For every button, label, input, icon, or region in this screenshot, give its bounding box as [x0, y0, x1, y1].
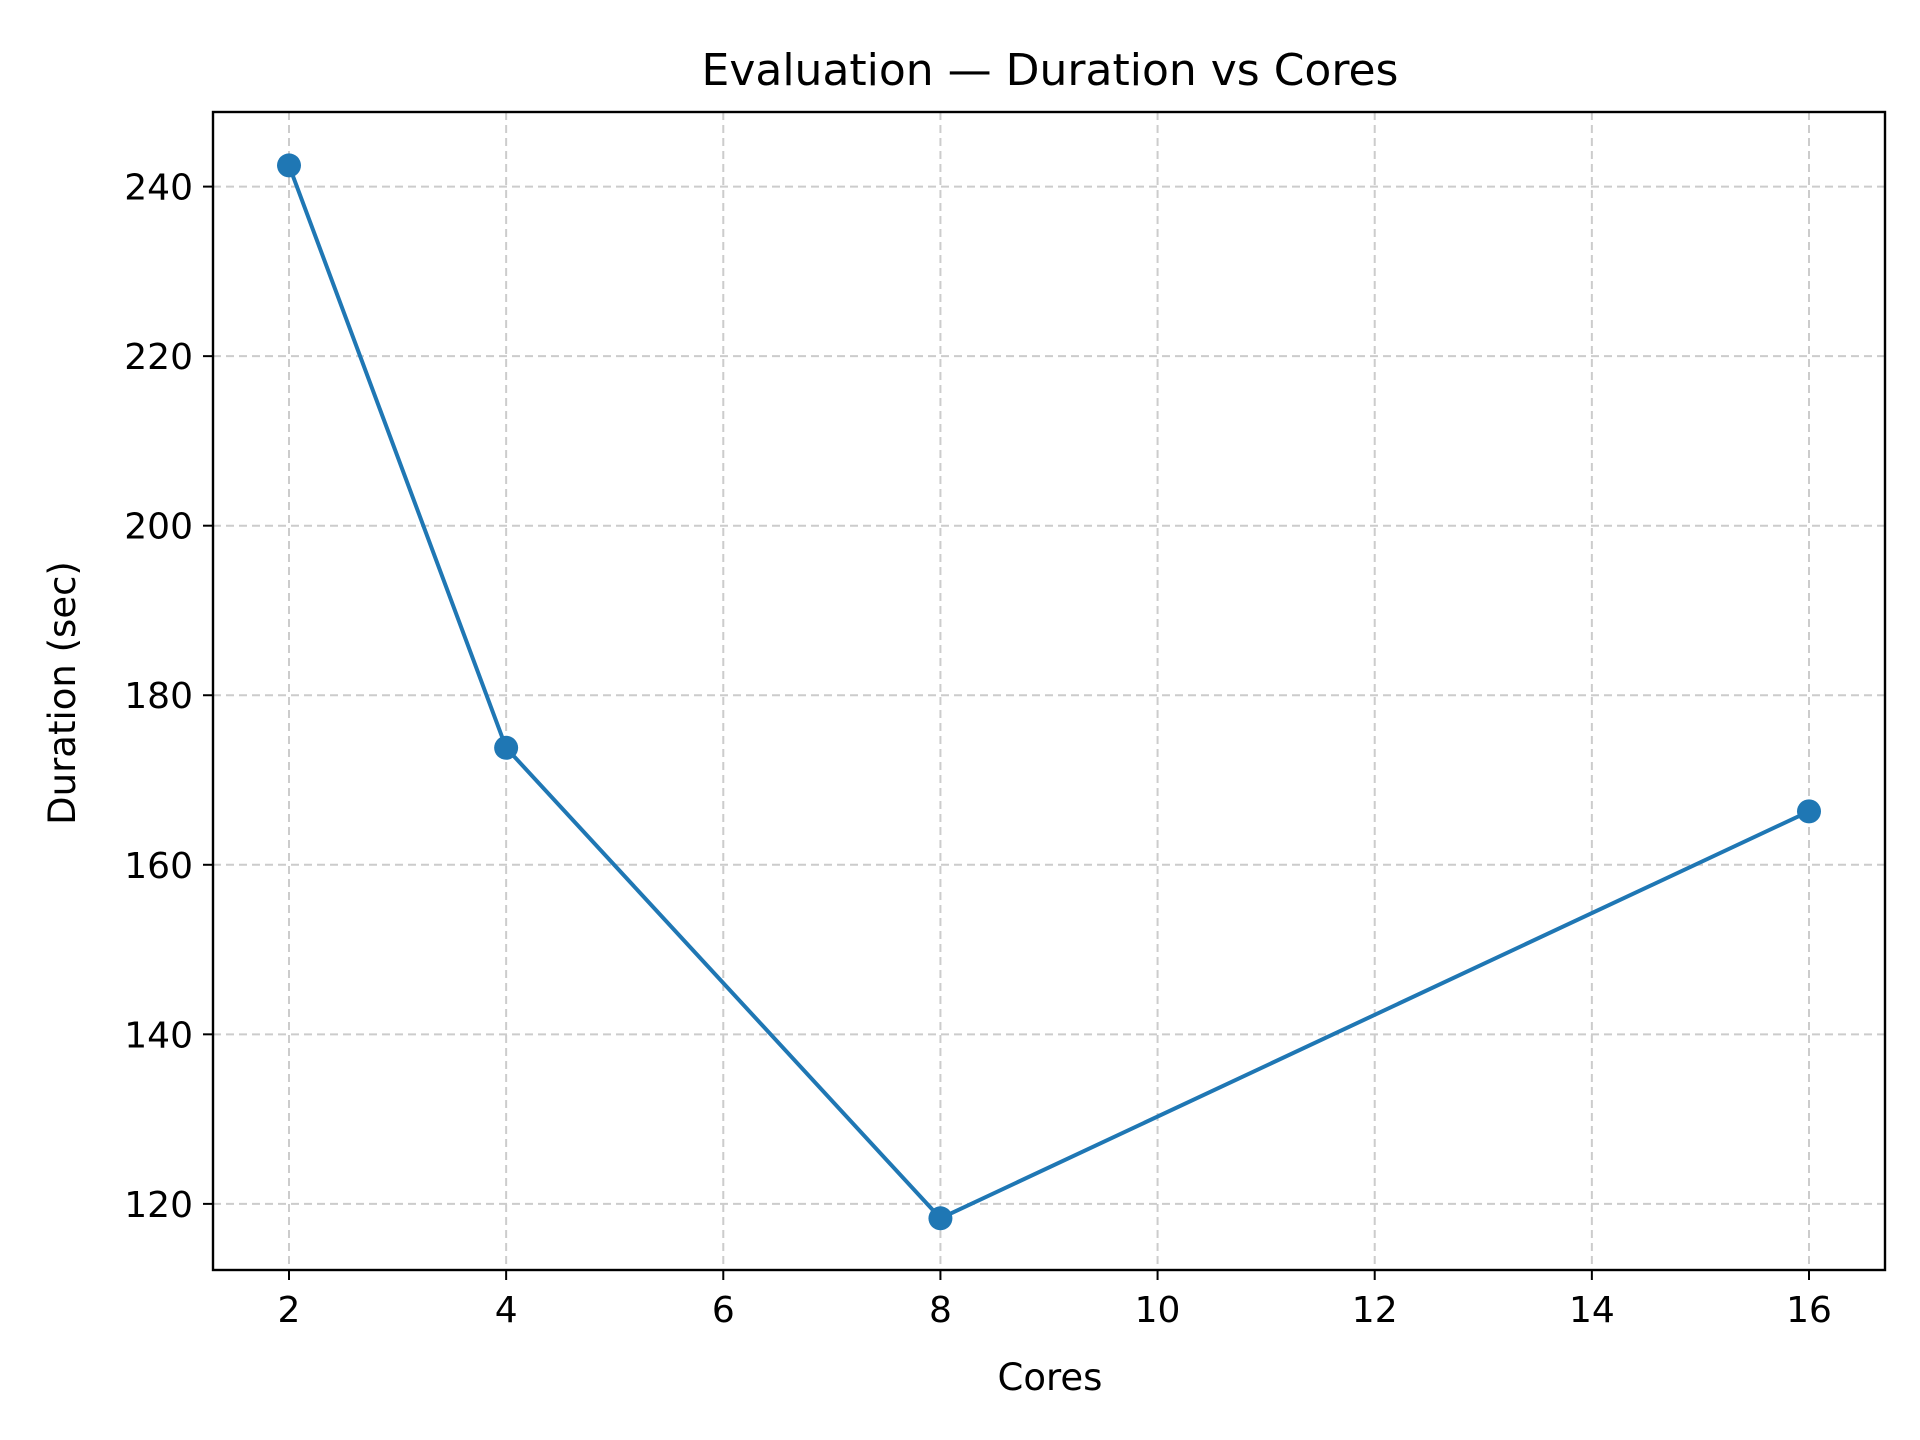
x-tick-label: 12	[1352, 1290, 1398, 1331]
y-axis-label: Duration (sec)	[41, 561, 84, 825]
y-tick-label: 140	[124, 1015, 193, 1056]
x-tick-label: 10	[1135, 1290, 1181, 1331]
data-point	[277, 153, 301, 178]
series-line	[287, 163, 1811, 1221]
x-tick-label: 8	[929, 1290, 952, 1331]
axis-ticks: 2 4 6 8 10 12 14 16 120 140 160 180 200 220 240	[124, 168, 1832, 1331]
x-tick-label: 2	[278, 1290, 301, 1331]
x-tick-label: 4	[495, 1290, 518, 1331]
y-tick-label: 200	[124, 507, 193, 548]
plot-area-frame	[211, 110, 1887, 1272]
y-tick-label: 120	[124, 1185, 193, 1226]
x-tick-label: 14	[1569, 1290, 1615, 1331]
data-point	[494, 735, 519, 760]
grid-lines	[213, 112, 1885, 1270]
chart-title: Evaluation — Duration vs Cores	[702, 45, 1399, 96]
data-point	[928, 1206, 953, 1231]
x-axis-label: Cores	[998, 1356, 1103, 1399]
x-tick-label: 16	[1786, 1290, 1832, 1331]
y-tick-label: 240	[124, 168, 193, 209]
data-series	[277, 153, 1821, 1231]
y-tick-label: 180	[124, 676, 193, 717]
y-tick-label: 160	[124, 846, 193, 887]
x-tick-label: 6	[712, 1290, 735, 1331]
data-point	[1797, 799, 1821, 824]
y-tick-label: 220	[124, 337, 193, 378]
